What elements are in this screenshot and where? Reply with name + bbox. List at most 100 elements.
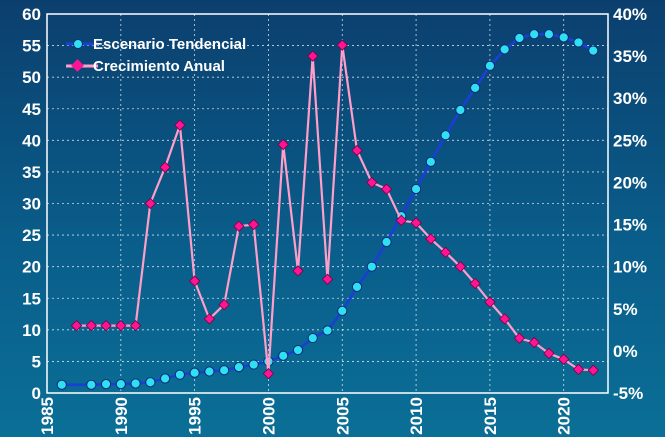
y-left-tick-label: 45: [22, 100, 41, 119]
data-point: [129, 319, 142, 332]
data-point: [380, 183, 393, 195]
data-point: [174, 119, 186, 131]
data-point: [425, 156, 436, 167]
data-point: [558, 32, 569, 43]
legend-item-crecimiento-anual: Crecimiento Anual: [66, 58, 225, 75]
data-point: [381, 236, 392, 248]
y-left-tick-label: 5: [32, 352, 41, 371]
data-point: [307, 332, 318, 344]
y-right-tick-label: 15%: [613, 216, 647, 235]
series-crecimiento-anual: [70, 39, 599, 380]
x-tick-label: 1985: [38, 397, 57, 435]
data-point: [100, 379, 112, 390]
data-point: [572, 363, 585, 376]
data-point: [366, 261, 377, 272]
data-point: [189, 367, 200, 378]
data-point: [484, 60, 495, 71]
data-point: [337, 305, 348, 316]
y-left-tick-label: 25: [22, 226, 41, 245]
data-point: [455, 104, 466, 116]
data-point: [351, 281, 363, 292]
y-left-tick-label: 30: [22, 195, 41, 214]
data-point: [85, 319, 97, 332]
y-right-tick-label: 5%: [613, 300, 638, 319]
data-point: [219, 365, 230, 376]
data-point: [558, 353, 570, 365]
series-escenario-tendencial: [56, 29, 599, 390]
y-left-tick-label: 0: [32, 384, 41, 403]
data-point: [529, 29, 540, 40]
data-point: [322, 325, 333, 336]
x-tick-label: 1990: [112, 397, 131, 435]
data-point: [160, 373, 171, 384]
data-point: [410, 217, 422, 229]
y-right-tick-label: -5%: [613, 384, 643, 403]
data-point: [336, 39, 348, 51]
data-point: [307, 50, 319, 62]
data-point: [174, 369, 185, 380]
data-point: [588, 45, 599, 56]
y-left-tick-label: 20: [22, 258, 41, 277]
y-right-tick-label: 25%: [613, 131, 647, 150]
x-tick-label: 2020: [555, 397, 574, 435]
data-point: [351, 144, 363, 157]
data-point: [484, 296, 496, 308]
series-line: [76, 44, 594, 375]
y-left-tick-label: 60: [22, 5, 41, 24]
data-point: [470, 82, 481, 94]
data-point: [395, 214, 407, 227]
series-layer: [56, 29, 599, 390]
data-point: [292, 344, 304, 356]
data-point: [366, 176, 378, 189]
data-point: [233, 220, 245, 232]
x-tick-label: 1995: [186, 397, 205, 435]
data-point: [514, 32, 525, 44]
data-point: [543, 347, 555, 360]
x-tick-label: 2000: [259, 397, 278, 435]
legend-label-crecimiento: Crecimiento Anual: [93, 58, 225, 75]
y-right-tick-label: 20%: [613, 173, 647, 192]
data-point: [233, 362, 245, 373]
data-point: [248, 218, 260, 231]
data-point: [543, 29, 555, 40]
data-point: [56, 379, 67, 390]
x-tick-label: 2005: [333, 397, 352, 435]
y-right-tick-label: 35%: [613, 47, 647, 66]
legend: Escenario Tendencial Crecimiento Anual: [66, 36, 246, 75]
data-point: [587, 364, 599, 376]
x-tick-label: 2015: [481, 397, 500, 435]
data-point: [321, 273, 334, 285]
y-left-tick-label: 50: [22, 68, 41, 87]
data-point: [499, 44, 510, 55]
data-point: [454, 261, 467, 273]
data-point: [204, 366, 215, 377]
legend-item-escenario-tendencial: Escenario Tendencial: [66, 36, 246, 53]
y-right-tick-label: 10%: [613, 258, 647, 277]
y-right-tick-label: 30%: [613, 89, 647, 108]
data-point: [440, 130, 451, 141]
y-right-tick-label: 0%: [613, 342, 638, 361]
data-point: [115, 379, 126, 390]
data-point: [425, 233, 437, 245]
data-point: [86, 379, 97, 390]
y-right-tick-label: 40%: [613, 5, 647, 24]
y-axis-right-ticks: -5% 0% 5% 10% 15% 20% 25% 30% 35% 40%: [613, 5, 647, 403]
data-point: [573, 37, 584, 48]
data-point: [70, 319, 83, 332]
y-axis-left-ticks: 0 5 10 15 20 25 30 35 40 45 50 55 60: [22, 5, 41, 403]
y-left-tick-label: 35: [22, 163, 41, 182]
data-point: [130, 378, 141, 389]
data-point: [499, 313, 511, 325]
data-point: [115, 319, 127, 332]
data-point: [278, 350, 289, 361]
data-point: [248, 359, 259, 370]
data-point: [292, 265, 304, 277]
data-point: [100, 319, 112, 332]
legend-swatch-marker: [71, 59, 84, 72]
data-point: [159, 161, 171, 173]
data-point: [203, 313, 216, 325]
y-left-tick-label: 55: [22, 37, 41, 56]
legend-swatch-marker: [73, 39, 83, 49]
data-point: [410, 183, 422, 195]
